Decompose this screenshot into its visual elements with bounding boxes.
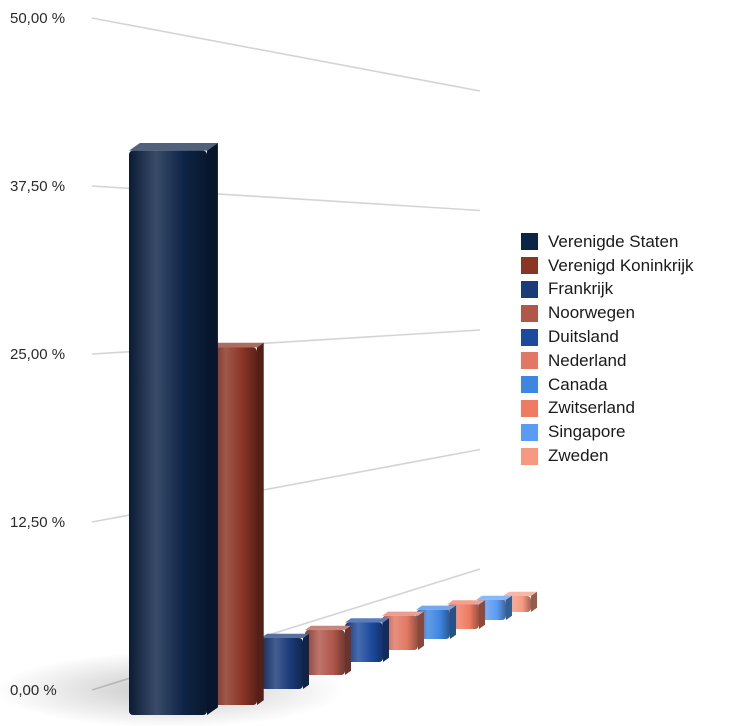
bar-front (129, 150, 207, 716)
bar-2 (209, 342, 264, 705)
gridline (91, 17, 481, 92)
bar-4 (305, 625, 351, 675)
bar-6 (382, 611, 424, 650)
legend-label: Zweden (548, 446, 609, 466)
legend-swatch (521, 280, 538, 298)
bar-side (207, 142, 218, 715)
bar-side (479, 600, 485, 629)
bar-top (345, 618, 389, 623)
legend-swatch (521, 399, 538, 417)
legend-swatch (521, 352, 538, 370)
bar-top (261, 633, 309, 638)
legend-item: Nederland (521, 349, 694, 373)
bar-side (450, 605, 456, 639)
bar-side (303, 633, 309, 689)
bars (129, 142, 537, 716)
bar-side (345, 625, 351, 675)
legend-swatch (521, 447, 538, 465)
legend-item: Duitsland (521, 325, 694, 349)
bar-top (447, 600, 485, 605)
legend-label: Canada (548, 374, 608, 394)
bar-side (383, 618, 389, 662)
bar-top (503, 591, 537, 596)
bar-top (209, 342, 264, 348)
legend-label: Noorwegen (548, 303, 635, 323)
legend-item: Zweden (521, 444, 694, 468)
y-tick-label: 37,50 % (10, 178, 65, 195)
legend-item: Frankrijk (521, 278, 694, 302)
bar-side (531, 591, 537, 612)
legend-swatch (521, 304, 538, 322)
y-tick-label: 50,00 % (10, 10, 65, 27)
bar-side (257, 342, 264, 705)
bar-top (129, 142, 218, 151)
bar-top (416, 605, 456, 610)
legend-swatch (521, 376, 538, 394)
legend-item: Noorwegen (521, 301, 694, 325)
legend-item: Verenigde Staten (521, 230, 694, 254)
legend: Verenigde Staten Verenigd Koninkrijk Frank… (521, 230, 694, 468)
legend-label: Verenigde Staten (548, 231, 679, 251)
bar-5 (345, 618, 389, 662)
bar-7 (416, 605, 456, 639)
bar-top (305, 625, 351, 630)
bar-front (382, 615, 418, 650)
legend-swatch (521, 423, 538, 441)
bar-front (416, 609, 450, 639)
bar-side (418, 611, 424, 650)
bar-top (476, 595, 512, 600)
bar-3 (261, 633, 309, 689)
legend-label: Zwitserland (548, 398, 635, 418)
legend-swatch (521, 328, 538, 346)
legend-item: Singapore (521, 420, 694, 444)
legend-label: Duitsland (548, 327, 619, 347)
y-axis-ticks: 0,00 %12,50 %25,00 %37,50 %50,00 % (10, 10, 65, 699)
y-tick-label: 12,50 % (10, 514, 65, 531)
legend-item: Verenigd Koninkrijk (521, 254, 694, 278)
bar-front (345, 622, 383, 662)
legend-label: Frankrijk (548, 279, 614, 299)
legend-label: Verenigd Koninkrijk (548, 255, 694, 275)
bar-top (382, 611, 424, 616)
legend-item: Zwitserland (521, 397, 694, 421)
legend-swatch (521, 257, 538, 275)
bar-front (209, 347, 257, 705)
bar-front (305, 629, 345, 675)
legend-label: Nederland (548, 350, 627, 370)
bar-side (506, 595, 512, 620)
legend-label: Singapore (548, 422, 626, 442)
bar-front (261, 638, 303, 689)
legend-item: Canada (521, 373, 694, 397)
legend-swatch (521, 233, 538, 251)
y-tick-label: 25,00 % (10, 346, 65, 363)
bar-1 (129, 142, 218, 716)
